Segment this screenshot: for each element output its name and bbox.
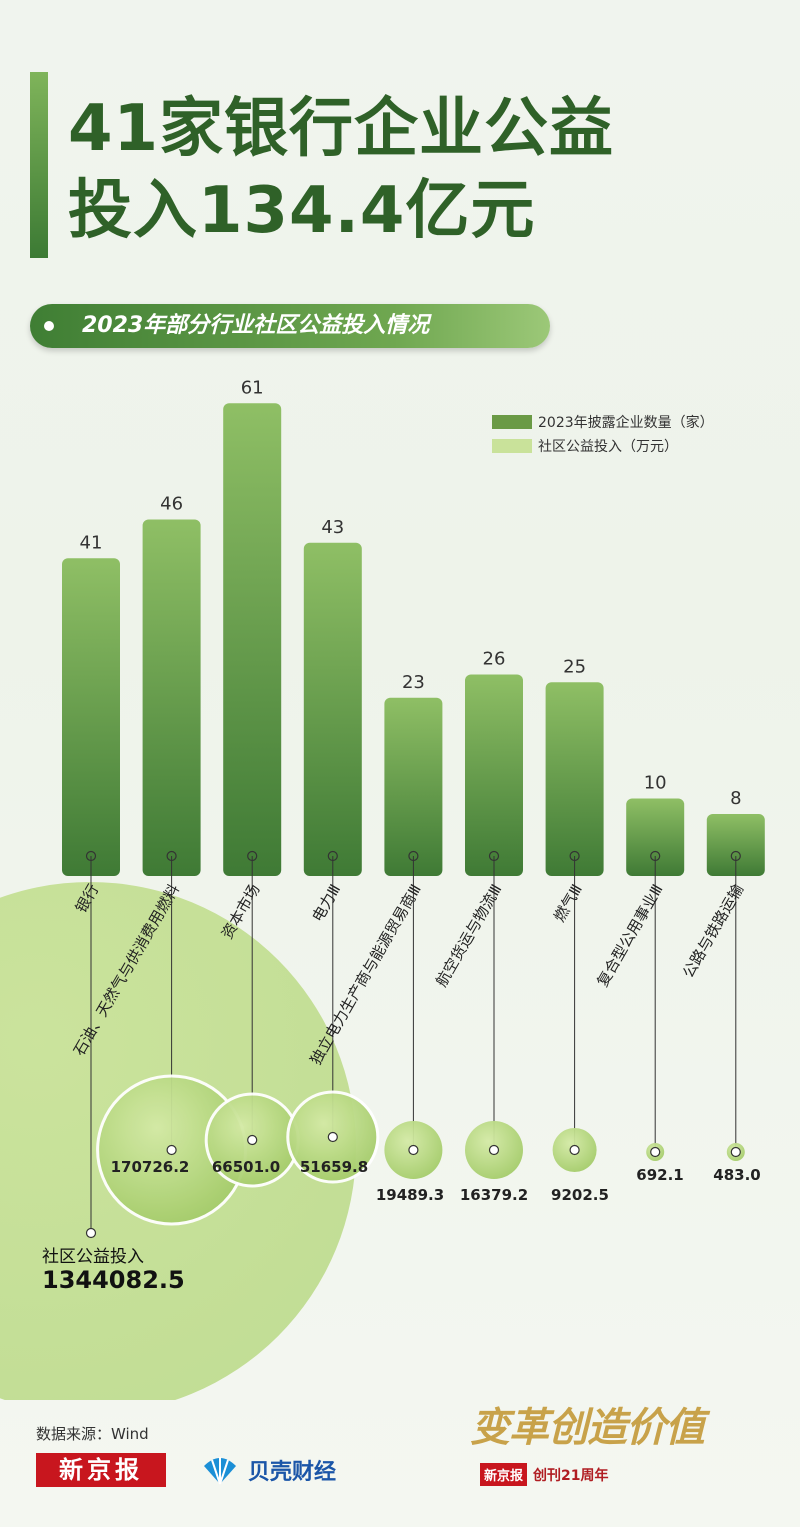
bar-value-label-5: 26 [483, 649, 506, 670]
bar-anchor-dot-6 [569, 850, 580, 862]
legend-label-investment: 社区公益投入（万元） [538, 439, 678, 455]
bubble-anchor-dot-4 [408, 1144, 419, 1156]
chart-legend: 2023年披露企业数量（家） 社区公益投入（万元） [492, 410, 714, 458]
investment-value-label-2: 66501.0 [212, 1158, 280, 1176]
bubble-anchor-dot-5 [488, 1144, 500, 1156]
data-source: 数据来源：Wind [36, 1425, 149, 1443]
bar-7 [626, 798, 685, 876]
investment-value-label-5: 16379.2 [460, 1186, 528, 1204]
bar-value-label-4: 23 [402, 672, 425, 693]
investment-value-label-8: 483.0 [713, 1166, 760, 1184]
bar-0 [62, 558, 120, 876]
investment-value-label-1: 170726.2 [111, 1158, 190, 1176]
bar-value-label-2: 61 [241, 377, 264, 398]
category-label-8: 公路与铁路运输 [679, 881, 747, 981]
legend-item-investment: 社区公益投入（万元） [492, 434, 714, 458]
chart-subtitle: 2023年部分行业社区公益投入情况 [82, 313, 430, 338]
legend-label-companies: 2023年披露企业数量（家） [538, 415, 714, 431]
legend-swatch-companies [492, 415, 532, 429]
investment-value-label-6: 9202.5 [551, 1186, 609, 1204]
bar-value-label-6: 25 [563, 656, 586, 677]
bar-anchor-dot-2 [247, 850, 258, 862]
investment-value-label-0: 1344082.5 [42, 1266, 185, 1294]
bar-value-label-8: 8 [730, 788, 741, 809]
bar-value-label-1: 46 [160, 494, 183, 515]
bar-1 [142, 519, 201, 876]
bubble-anchor-dot-0 [85, 1227, 97, 1239]
bar-5 [465, 674, 523, 876]
page-title: 41家银行企业公益 投入134.4亿元 [68, 88, 614, 252]
anniversary-text: 创刊21周年 [533, 1467, 609, 1484]
bubble-anchor-dot-2 [247, 1134, 258, 1146]
chart-subtitle-banner: 2023年部分行业社区公益投入情况 [30, 304, 550, 348]
bubble-anchor-dot-8 [730, 1146, 741, 1158]
bullet-dot-icon [44, 321, 54, 331]
bubble-anchor-dot-1 [166, 1144, 177, 1156]
anniversary-subline: 新京报 创刊21周年 [480, 1463, 609, 1486]
anniversary-slogan: 变革创造价值 [470, 1404, 705, 1451]
bar-2 [223, 403, 282, 876]
bubble-anchor-dot-3 [327, 1131, 338, 1143]
category-label-3: 电力Ⅲ [309, 881, 345, 925]
xjb-logo: 新京报 [36, 1453, 166, 1487]
bar-anchor-dot-0 [85, 850, 97, 862]
title-accent-bar [30, 72, 48, 258]
bar-value-label-0: 41 [80, 532, 103, 553]
bar-6 [545, 682, 604, 876]
bar-4 [384, 697, 443, 876]
investment-value-label-3: 51659.8 [300, 1158, 368, 1176]
bar-anchor-dot-1 [166, 850, 177, 862]
bar-anchor-dot-7 [650, 850, 661, 862]
legend-swatch-investment [492, 439, 532, 453]
investment-value-label-4: 19489.3 [376, 1186, 444, 1204]
anniversary-logo: 变革创造价值 新京报 创刊21周年 [460, 1395, 750, 1495]
bar-8 [706, 814, 765, 876]
bubble-anchor-dot-7 [650, 1146, 661, 1158]
bar-anchor-dot-3 [327, 850, 338, 862]
shell-icon [204, 1457, 236, 1485]
bar-anchor-dot-4 [408, 850, 419, 862]
bar-3 [303, 542, 362, 876]
bar-value-label-7: 10 [644, 773, 667, 794]
bubble-anchor-dot-6 [569, 1144, 580, 1156]
beike-logo-text: 贝壳财经 [248, 1460, 337, 1485]
investment-series-label: 社区公益投入 [42, 1247, 144, 1267]
bar-anchor-dot-5 [488, 850, 500, 862]
legend-item-companies: 2023年披露企业数量（家） [492, 410, 714, 434]
title-line-2: 投入134.4亿元 [68, 174, 536, 248]
investment-value-label-7: 692.1 [636, 1166, 683, 1184]
anniversary-badge: 新京报 [480, 1463, 528, 1486]
bar-value-label-3: 43 [321, 517, 344, 538]
category-label-6: 燃气Ⅲ [550, 881, 586, 925]
title-line-1: 41家银行企业公益 [68, 92, 615, 166]
beike-logo: 贝壳财经 [200, 1452, 336, 1488]
bar-anchor-dot-8 [730, 850, 741, 862]
